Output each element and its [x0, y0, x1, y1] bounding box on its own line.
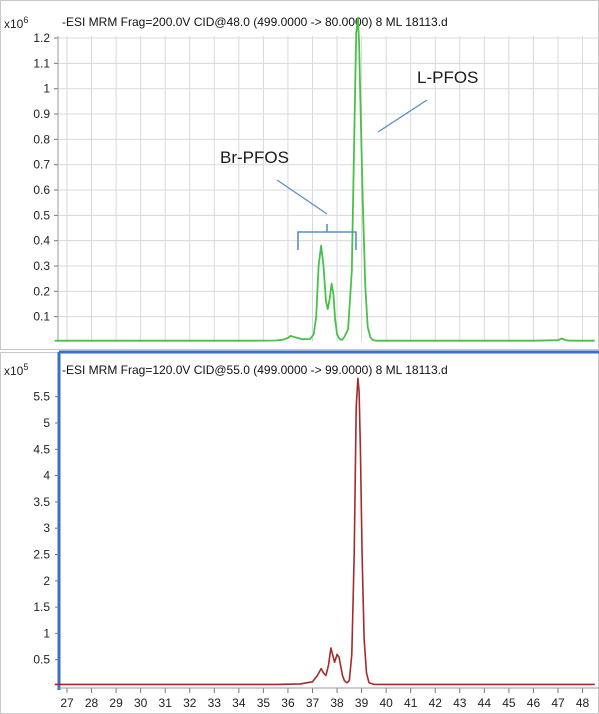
bottom-y-tick-label: 4: [43, 469, 50, 483]
bottom-panel-frame: [0, 352, 599, 714]
bottom-x-tick-label: 48: [576, 696, 590, 710]
top-y-tick-label: 0.5: [33, 208, 50, 222]
bottom-x-tick-label: 34: [232, 696, 246, 710]
bottom-x-tick-label: 47: [551, 696, 565, 710]
top-y-tick-label: 1.1: [33, 56, 50, 70]
bottom-x-tick-label: 30: [134, 696, 148, 710]
bottom-y-tick-label: 4.5: [33, 442, 50, 456]
bottom-y-axis: 0.5 1 1.5 2 2.5 3 3.5 4 4.5 5 5.5: [33, 390, 59, 667]
top-y-multiplier: x106: [4, 15, 28, 31]
l-pfos-label: L-PFOS: [417, 68, 478, 87]
bottom-x-tick-label: 40: [379, 696, 393, 710]
bottom-x-tick-label: 46: [527, 696, 541, 710]
bottom-x-tick-label: 36: [281, 696, 295, 710]
top-y-axis: 0.1 0.2 0.3 0.4 0.5 0.6 0.7 0.8 0.9 1 1.1 1.2: [33, 31, 58, 324]
bottom-x-tick-label: 32: [183, 696, 197, 710]
bottom-y-tick-label: 5.5: [33, 390, 50, 404]
br-pfos-annotation: Br-PFOS: [220, 148, 357, 250]
top-y-tick-label: 0.8: [33, 132, 50, 146]
bottom-x-tick-label: 43: [453, 696, 467, 710]
bottom-x-tick-label: 45: [502, 696, 516, 710]
top-y-tick-label: 0.1: [33, 310, 50, 324]
bottom-x-tick-label: 44: [478, 696, 492, 710]
bottom-y-tick-label: 3.5: [33, 495, 50, 509]
bottom-y-tick-label: 0.5: [33, 653, 50, 667]
top-panel: x106 -ESI MRM Frag=200.0V CID@48.0 (499.…: [0, 0, 599, 350]
top-y-tick-label: 0.4: [33, 234, 50, 248]
l-pfos-pointer-line: [377, 99, 428, 133]
l-pfos-annotation: L-PFOS: [377, 68, 478, 133]
top-y-tick-label: 1.2: [33, 31, 50, 45]
bottom-y-tick-label: 2.5: [33, 548, 50, 562]
bottom-x-axis: 27 28 29 30 31 32 33 34 35 36 37 38 39 40 41 42 43 44 45 46…: [60, 688, 590, 710]
top-y-tick-label: 0.6: [33, 183, 50, 197]
bottom-x-tick-label: 33: [208, 696, 222, 710]
top-y-tick-label: 1: [43, 82, 50, 96]
br-pfos-pointer-line: [276, 179, 328, 215]
bottom-panel: x105 -ESI MRM Frag=120.0V CID@55.0 (499.…: [0, 350, 599, 714]
bottom-y-multiplier: x105: [4, 362, 28, 378]
bottom-x-tick-label: 28: [85, 696, 99, 710]
top-y-tick-label: 0.3: [33, 259, 50, 273]
bottom-x-tick-label: 31: [159, 696, 173, 710]
bottom-y-tick-label: 1.5: [33, 600, 50, 614]
bottom-x-tick-label: 29: [109, 696, 123, 710]
bottom-x-tick-label: 37: [306, 696, 320, 710]
bottom-y-tick-label: 2: [43, 574, 50, 588]
bottom-y-tick-label: 3: [43, 521, 50, 535]
bottom-x-tick-label: 27: [60, 696, 74, 710]
br-pfos-label: Br-PFOS: [220, 148, 289, 167]
bottom-x-tick-label: 39: [355, 696, 369, 710]
bottom-x-tick-label: 41: [404, 696, 418, 710]
top-chart-title: -ESI MRM Frag=200.0V CID@48.0 (499.0000 …: [62, 15, 448, 29]
bottom-y-tick-label: 5: [43, 416, 50, 430]
br-pfos-bracket: [297, 224, 357, 250]
top-gridlines: [58, 36, 599, 342]
top-series-line: [54, 16, 595, 342]
top-y-tick-label: 0.7: [33, 158, 50, 172]
bottom-chart-title: -ESI MRM Frag=120.0V CID@55.0 (499.0000 …: [62, 363, 448, 377]
bottom-x-tick-label: 38: [330, 696, 344, 710]
bottom-series-line: [54, 377, 595, 686]
bottom-y-tick-label: 1: [43, 626, 50, 640]
bottom-x-tick-label: 42: [429, 696, 443, 710]
top-y-tick-label: 0.9: [33, 107, 50, 121]
bottom-x-tick-label: 35: [257, 696, 271, 710]
top-y-tick-label: 0.2: [33, 284, 50, 298]
